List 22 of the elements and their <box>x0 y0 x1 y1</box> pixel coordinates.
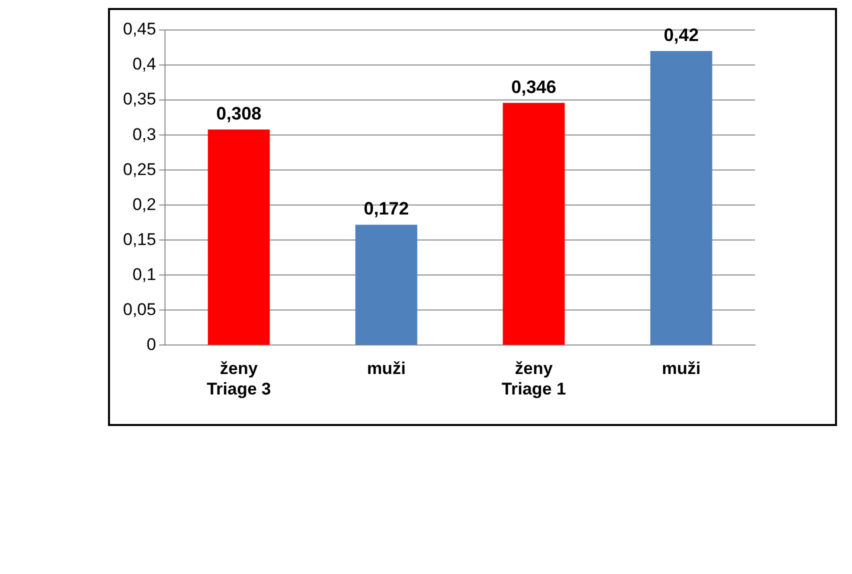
data-label: 0,308 <box>216 103 262 124</box>
x-tick-label: ženy Triage 1 <box>502 359 566 398</box>
x-tick-label: muži <box>662 359 701 378</box>
x-tick-label: muži <box>366 359 406 378</box>
x-tick-label: ženy Triage 3 <box>206 359 271 398</box>
data-label: 0,346 <box>511 76 556 97</box>
data-label: 0,172 <box>364 198 409 219</box>
y-tick-label: 0,25 <box>122 160 156 179</box>
y-tick-label: 0,45 <box>122 20 156 39</box>
y-tick-label: 0,05 <box>122 300 156 319</box>
y-tick-label: 0,2 <box>132 194 156 214</box>
bar <box>502 102 565 345</box>
y-tick-label: 0,1 <box>132 264 156 284</box>
bar <box>355 224 418 345</box>
y-tick-label: 0,35 <box>122 90 156 109</box>
y-tick-label: 0,4 <box>132 54 156 74</box>
y-tick-label: 0,3 <box>132 124 156 144</box>
data-label: 0,42 <box>664 24 699 45</box>
y-tick-label: 0 <box>146 334 156 354</box>
bar <box>208 129 270 345</box>
bar <box>650 51 712 345</box>
y-tick-label: 0,15 <box>122 230 156 249</box>
